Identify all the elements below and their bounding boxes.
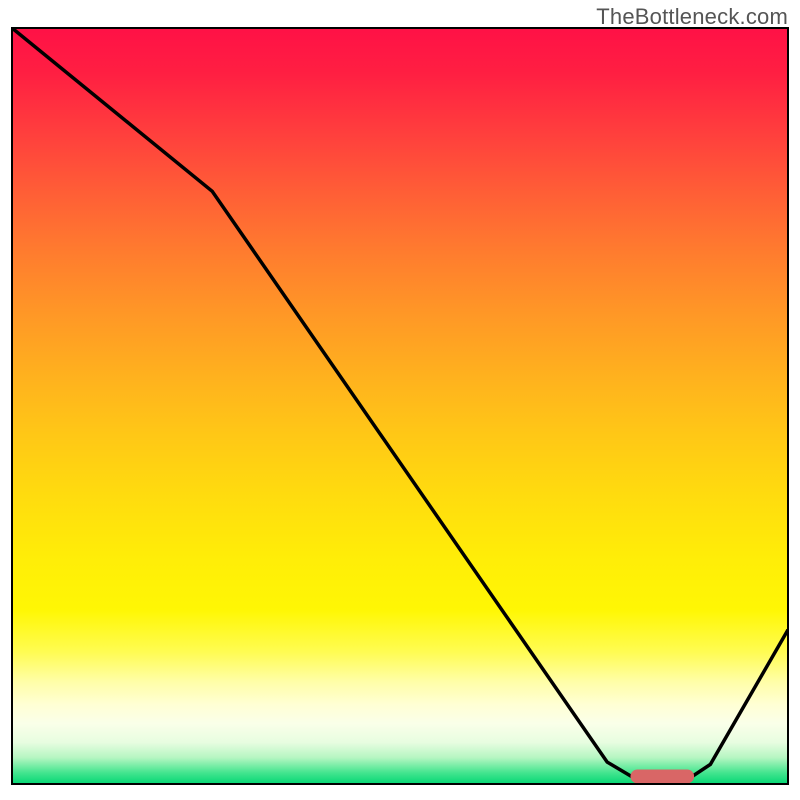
chart-container: TheBottleneck.com	[0, 0, 800, 800]
plot-background-gradient	[12, 28, 788, 784]
bottleneck-chart	[0, 0, 800, 800]
optimal-range-marker	[630, 769, 694, 783]
watermark-text: TheBottleneck.com	[596, 4, 788, 30]
